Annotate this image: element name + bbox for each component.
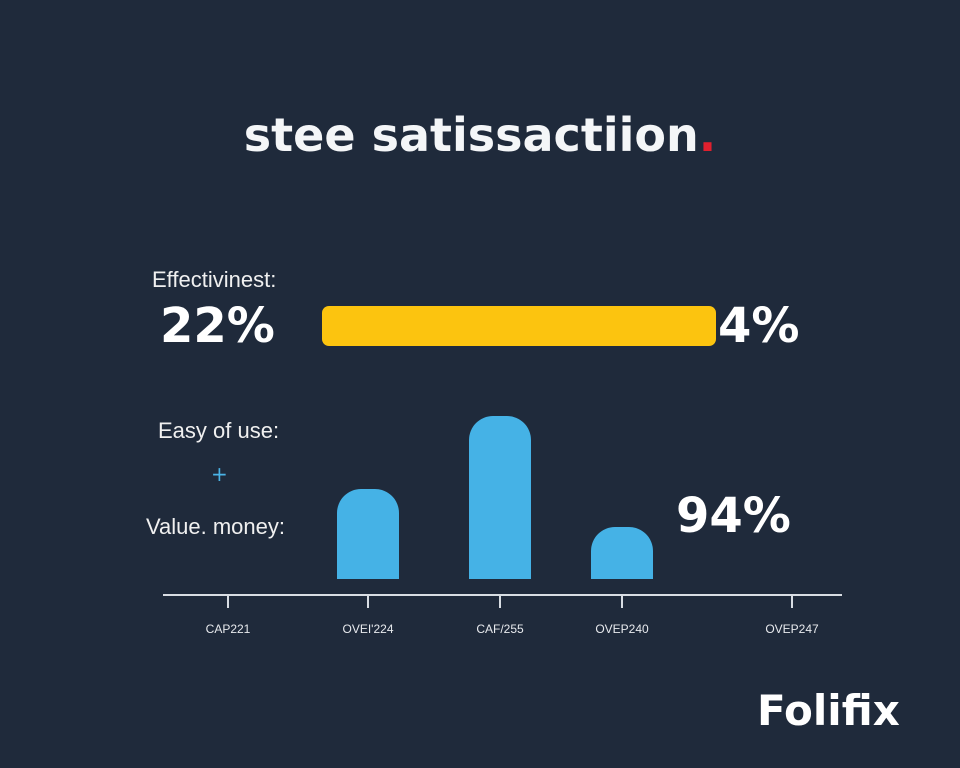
x-tick-label: OVEI'224	[342, 622, 394, 636]
x-tick	[791, 596, 793, 608]
x-tick-label: CAP221	[205, 622, 251, 636]
bar-CAF/255	[469, 416, 531, 579]
x-tick	[227, 596, 229, 608]
effectiveness-left-value: 22%	[160, 298, 275, 354]
x-tick-label: CAF/255	[476, 622, 524, 636]
effectiveness-bar	[322, 306, 716, 346]
x-tick	[367, 596, 369, 608]
bar-OVEI'224	[337, 489, 399, 579]
x-axis	[163, 594, 842, 596]
effectiveness-right-value: 4%	[718, 298, 800, 354]
x-tick	[621, 596, 623, 608]
x-tick-label: OVEP240	[595, 622, 649, 636]
title-dot: .	[698, 108, 717, 162]
plus-icon: +	[211, 462, 228, 486]
x-tick	[499, 596, 501, 608]
value-percent: 94%	[676, 488, 791, 544]
effectiveness-label: Effectivinest:	[152, 267, 277, 292]
brand-logo: Folifix	[757, 686, 900, 735]
bar-OVEP240	[591, 526, 653, 579]
x-tick-label: OVEP247	[765, 622, 819, 636]
chart-title: stee satissactiion.	[0, 108, 960, 162]
value-money-label: Value. money:	[146, 514, 286, 539]
ease-of-use-label: Easy of use:	[158, 418, 280, 443]
title-text: stee satissactiion	[243, 108, 699, 162]
